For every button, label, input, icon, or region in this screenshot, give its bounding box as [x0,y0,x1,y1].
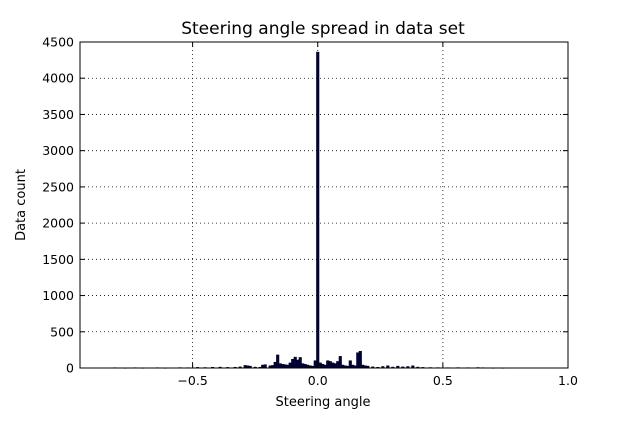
y-tick-label: 1000 [42,288,74,303]
histogram-bar [291,359,295,369]
x-tick-label: 0.0 [308,373,328,388]
histogram-bar [333,363,337,369]
y-axis-label: Data count [14,169,29,241]
grid-lines [80,42,568,368]
histogram-bar [336,361,340,369]
histogram-bar [328,361,332,369]
histogram-bar [358,351,362,369]
y-tick-label: 3500 [42,107,74,122]
histogram-bar [273,361,277,369]
histogram-bar [356,352,360,369]
y-tick-label: 0 [66,361,74,376]
x-tick-label: −0.5 [177,373,207,388]
x-tick-label: 0.5 [433,373,453,388]
histogram-bar [321,364,325,369]
histogram-bar [318,362,322,369]
y-tick-label: 2500 [42,179,74,194]
x-axis-ticks: −0.5 0.0 0.5 1.0 [177,42,578,388]
plot-area: −0.5 0.0 0.5 1.0 0 500 1000 1500 2000 2500 3000 35… [42,35,578,389]
histogram-bar [331,362,335,369]
chart-title: Steering angle spread in data set [181,19,465,39]
plot-background [80,42,568,368]
y-tick-label: 4500 [42,35,74,50]
x-tick-label: 1.0 [558,373,578,388]
histogram-bar [276,354,280,369]
histogram-bar [288,362,292,369]
histogram-bar [298,357,302,369]
y-tick-label: 4000 [42,71,74,86]
histogram-bar [316,51,320,369]
histogram-bar [348,360,352,369]
histogram-bar [281,364,285,369]
histogram-bar [303,364,307,369]
histogram-bar [326,360,330,369]
y-tick-label: 2000 [42,216,74,231]
y-tick-label: 1500 [42,252,74,267]
y-tick-label: 3000 [42,143,74,158]
histogram-bar [293,356,297,369]
y-tick-label: 500 [50,324,74,339]
x-axis-label: Steering angle [276,395,371,410]
histogram-bar [301,363,305,369]
histogram-bar [278,363,282,369]
y-axis-ticks: 0 500 1000 1500 2000 2500 3000 3500 4000 4500 [42,35,568,376]
histogram-bar [313,360,317,369]
plot-frame [79,41,569,369]
histogram-bar [296,359,300,369]
histogram-bar [338,356,342,369]
